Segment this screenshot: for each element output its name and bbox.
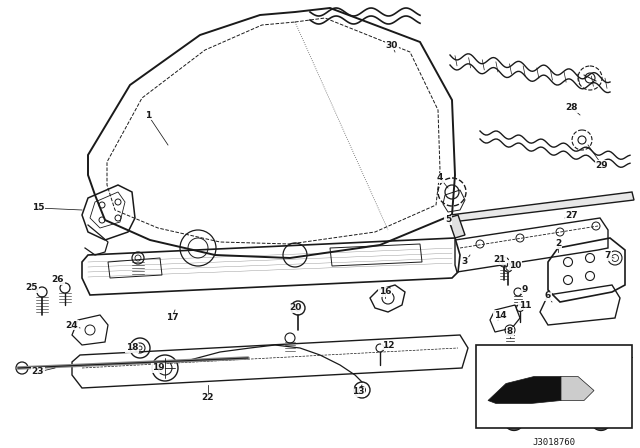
Circle shape: [596, 415, 606, 426]
Polygon shape: [488, 376, 624, 417]
Text: 11: 11: [519, 301, 531, 310]
Polygon shape: [450, 192, 634, 222]
Text: 5: 5: [445, 215, 451, 224]
Text: 18: 18: [125, 344, 138, 353]
Text: 15: 15: [32, 203, 44, 212]
Text: 13: 13: [352, 388, 364, 396]
Text: 25: 25: [26, 284, 38, 293]
Text: 24: 24: [66, 320, 78, 329]
Text: 7: 7: [605, 251, 611, 260]
Text: 4: 4: [437, 173, 443, 182]
Text: 2: 2: [555, 240, 561, 249]
Text: 1: 1: [145, 111, 151, 120]
Text: 27: 27: [566, 211, 579, 220]
Bar: [476, 345, 632, 428]
Text: 26: 26: [52, 276, 64, 284]
Text: 29: 29: [596, 160, 608, 169]
Polygon shape: [448, 215, 465, 238]
Text: J3018760: J3018760: [532, 438, 575, 447]
Text: 10: 10: [509, 260, 521, 270]
Text: 19: 19: [152, 363, 164, 372]
Text: 28: 28: [566, 103, 579, 112]
Text: 6: 6: [545, 292, 551, 301]
Text: 16: 16: [379, 288, 391, 297]
Text: 14: 14: [493, 310, 506, 319]
Text: 17: 17: [166, 314, 179, 323]
Text: 20: 20: [289, 303, 301, 313]
Text: 30: 30: [386, 40, 398, 49]
Text: 12: 12: [381, 340, 394, 349]
Text: 22: 22: [202, 393, 214, 402]
Text: 3: 3: [462, 258, 468, 267]
Circle shape: [591, 410, 611, 431]
Circle shape: [504, 410, 524, 431]
Polygon shape: [561, 376, 594, 401]
Text: 21: 21: [493, 255, 506, 264]
Text: 9: 9: [522, 284, 528, 293]
Circle shape: [509, 415, 519, 426]
Text: 8: 8: [507, 327, 513, 336]
Text: 23: 23: [32, 367, 44, 376]
Polygon shape: [488, 376, 561, 404]
